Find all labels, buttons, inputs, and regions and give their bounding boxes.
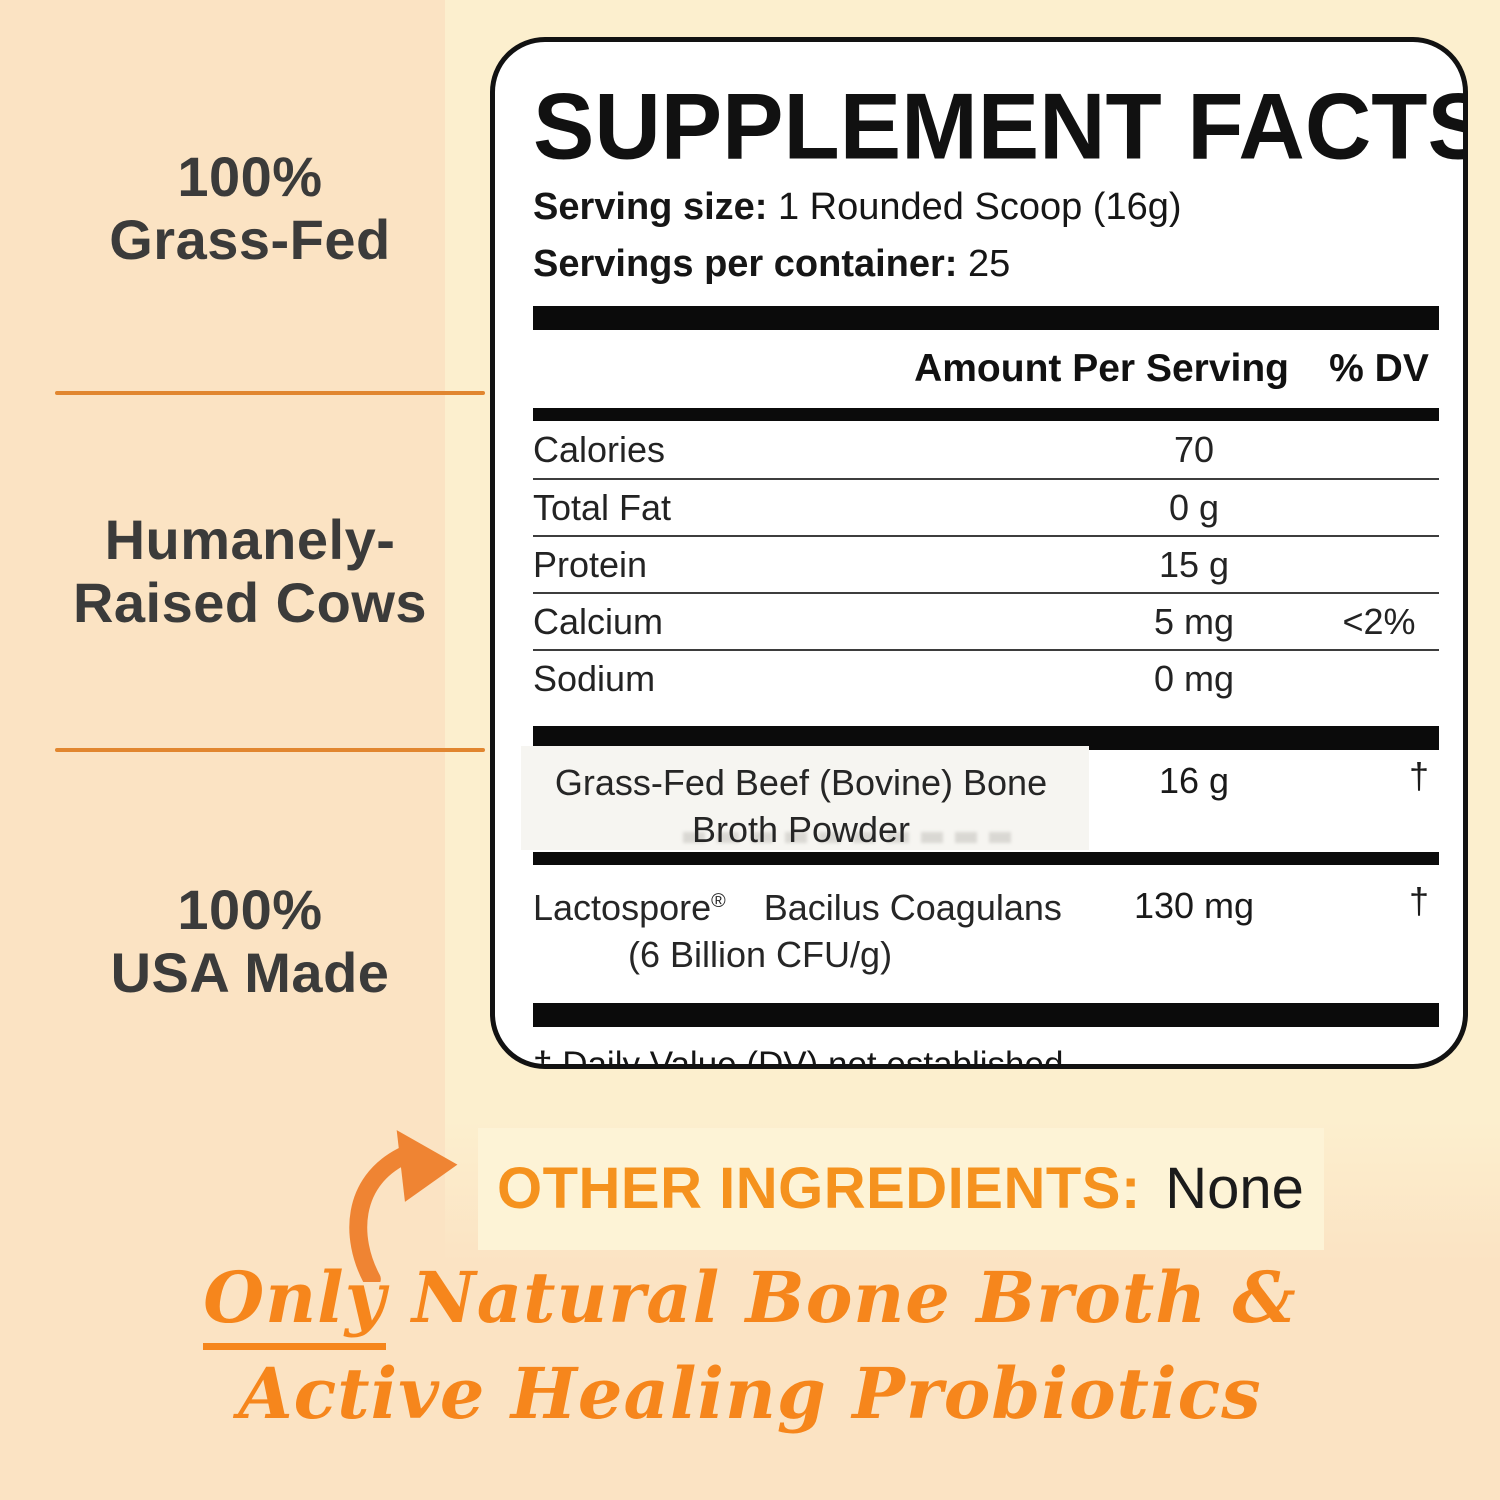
table-row: Sodium 0 mg: [533, 649, 1439, 706]
ingredient-row-lactospore: Lactospore® Bacilus Coagulans (6 Billion …: [533, 865, 1439, 983]
registered-mark: ®: [711, 890, 726, 912]
serving-size-line: Serving size: 1 Rounded Scoop (16g): [533, 186, 1439, 229]
nutrient-name: Sodium: [533, 657, 656, 699]
other-ingredients-label: OTHER INGREDIENTS:: [497, 1156, 1141, 1221]
nutrient-name: Protein: [533, 543, 648, 585]
serving-size-value: 1 Rounded Scoop (16g): [777, 186, 1182, 228]
ingredient-name-line1: Grass-Fed Beef (Bovine) Bone: [554, 762, 1048, 803]
nutrient-amount: 5 mg: [1153, 600, 1235, 642]
badge-usa-made: 100% USA Made: [30, 878, 470, 1005]
supplement-facts-panel: SUPPLEMENT FACTS Serving size: 1 Rounded…: [490, 37, 1468, 1069]
nutrient-amount: 70: [1173, 428, 1215, 470]
ingredient-name: Lactospore® Bacilus Coagulans (6 Billion …: [533, 885, 1069, 979]
table-row: Calcium 5 mg <2%: [533, 592, 1439, 649]
table-header-row: Amount Per Serving % DV: [533, 344, 1439, 394]
badge-divider: [55, 391, 485, 395]
ingredient-species: Bacilus Coagulans: [763, 887, 1062, 928]
medium-separator-bar: [533, 408, 1439, 421]
medium-separator-bar: [533, 852, 1439, 865]
serving-size-label: Serving size:: [533, 186, 768, 228]
badge-line: 100%: [177, 878, 323, 941]
column-header-dv: % DV: [1329, 347, 1429, 390]
tagline-line2: Active Healing Probiotics: [238, 1352, 1262, 1435]
badge-line: Grass-Fed: [109, 208, 391, 272]
ingredient-name: Grass-Fed Beef (Bovine) Bone Broth Powde…: [533, 760, 1069, 854]
thick-separator-bar: [533, 306, 1439, 330]
brand-name: Lactospore: [533, 887, 712, 928]
column-header-amount: Amount Per Serving: [914, 347, 1289, 390]
ingredient-name-line2: (6 Billion CFU/g): [628, 933, 893, 975]
thick-separator-bar: [533, 1003, 1439, 1027]
ingredient-amount: 130 mg: [1133, 885, 1255, 926]
nutrient-dv: <2%: [1342, 600, 1416, 642]
badge-line: 100%: [177, 145, 323, 208]
text-remnant: [683, 832, 1023, 843]
table-row: Total Fat 0 g: [533, 478, 1439, 535]
ingredient-row-bone-broth: Grass-Fed Beef (Bovine) Bone Broth Powde…: [521, 746, 1439, 854]
other-ingredients-highlight: [478, 1128, 1324, 1250]
other-ingredients-value: None: [1165, 1156, 1304, 1221]
badge-line: Raised Cows: [72, 571, 428, 635]
servings-per-container-line: Servings per container: 25: [533, 243, 1439, 286]
servings-label: Servings per container:: [533, 243, 958, 285]
tagline-underlined-word: Only: [203, 1256, 387, 1350]
badge-divider: [55, 748, 485, 752]
ingredient-dv-dagger: †: [1408, 880, 1429, 921]
badge-line: Humanely-: [104, 508, 396, 571]
tagline-line1-rest: Natural Bone Broth &: [386, 1256, 1297, 1339]
table-row: Protein 15 g: [533, 535, 1439, 592]
table-row: Calories 70: [533, 421, 1439, 478]
badge-grass-fed: 100% Grass-Fed: [30, 145, 470, 272]
nutrition-table: Calories 70 Total Fat 0 g Protein 15 g C…: [533, 421, 1439, 706]
nutrient-amount: 15 g: [1158, 543, 1230, 585]
nutrient-name: Total Fat: [533, 486, 672, 528]
badge-line: USA Made: [110, 941, 390, 1005]
nutrient-name: Calcium: [533, 600, 664, 642]
panel-title: SUPPLEMENT FACTS: [533, 74, 1468, 179]
nutrient-name: Calories: [533, 428, 666, 470]
nutrient-amount: 0 g: [1168, 486, 1220, 528]
servings-value: 25: [968, 243, 1011, 285]
ingredient-name-line2: Broth Powder: [691, 808, 911, 850]
other-ingredients-line: OTHER INGREDIENTS: None: [497, 1155, 1304, 1222]
tagline-line1: Only Natural Bone Broth &: [0, 1256, 1500, 1350]
curved-arrow-icon: [349, 1130, 458, 1282]
ingredient-amount: 16 g: [1158, 760, 1230, 801]
badge-humanely-raised: Humanely- Raised Cows: [30, 508, 470, 635]
dv-footnote: † Daily Value (DV) not established.: [533, 1045, 1074, 1069]
ingredient-name-line1: Lactospore® Bacilus Coagulans: [533, 885, 1069, 932]
ingredient-dv-dagger: †: [1408, 755, 1429, 796]
nutrient-amount: 0 mg: [1153, 657, 1235, 699]
